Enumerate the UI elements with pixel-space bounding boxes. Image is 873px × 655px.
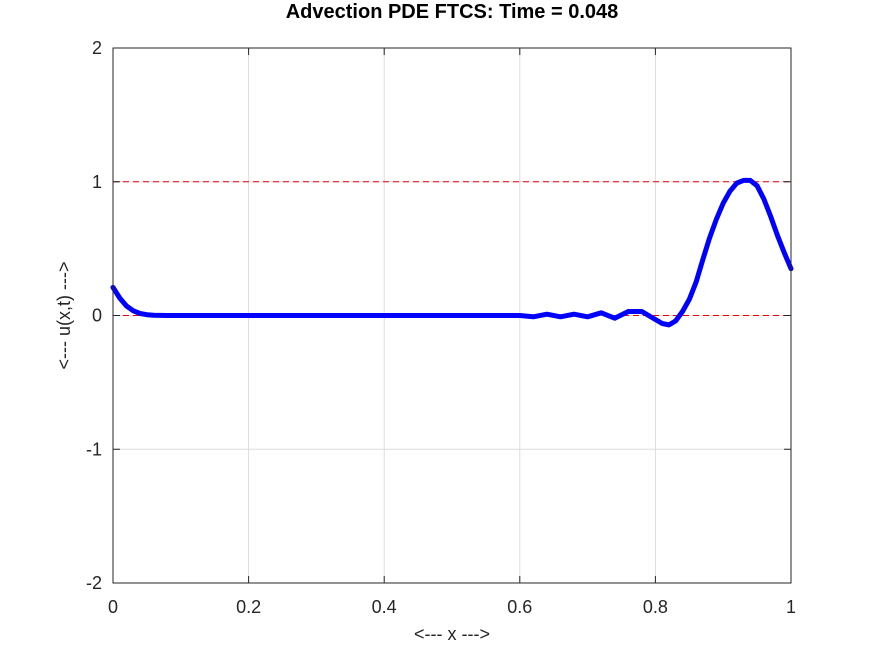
x-tick-label: 0.4	[372, 597, 397, 617]
x-tick-label: 0	[108, 597, 118, 617]
y-tick-label: 2	[92, 38, 102, 58]
x-tick-label: 0.2	[236, 597, 261, 617]
series-line	[110, 177, 794, 328]
x-tick-label: 0.8	[643, 597, 668, 617]
y-tick-label: -1	[86, 439, 102, 459]
y-axis-label: <--- u(x,t) --->	[54, 262, 74, 370]
x-tick-label: 0.6	[507, 597, 532, 617]
data-lines	[110, 177, 794, 328]
axis-ticks: 0 0.2 0.4 0.6 0.8 1 -2 -1 0 1 2	[86, 38, 796, 617]
y-tick-label: 1	[92, 172, 102, 192]
x-tick-label: 1	[786, 597, 796, 617]
x-axis-label: <--- x --->	[414, 624, 490, 644]
y-tick-label: -2	[86, 573, 102, 593]
y-tick-label: 0	[92, 306, 102, 326]
chart-title: Advection PDE FTCS: Time = 0.048	[286, 1, 619, 23]
